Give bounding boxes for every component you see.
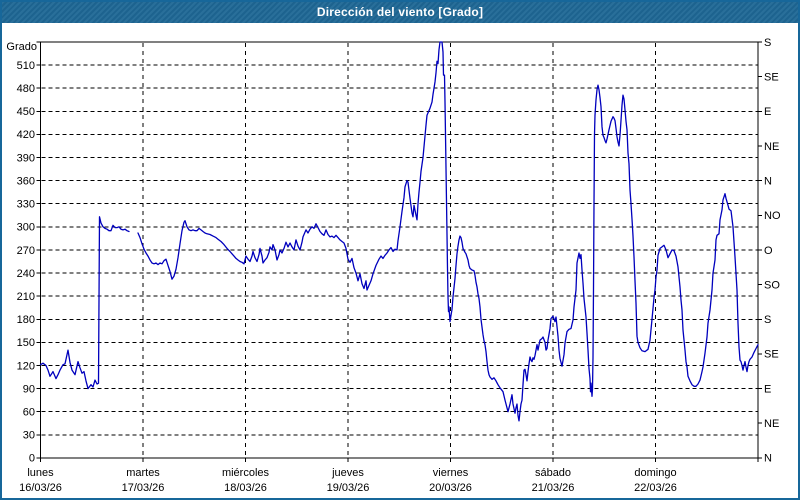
- y-axis-right-compass-label: N: [764, 175, 772, 187]
- y-axis-right-compass-label: SO: [764, 279, 780, 291]
- y-axis-right-compass-label: E: [764, 383, 771, 395]
- x-axis-date-label: 21/03/26: [532, 482, 575, 494]
- y-axis-left-tick-label: 420: [17, 129, 35, 141]
- title-bar: Dirección del viento [Grado]: [2, 2, 798, 23]
- y-axis-right-compass-label: S: [764, 314, 771, 326]
- y-axis-right-compass-label: N: [764, 453, 772, 465]
- x-axis-day-label: jueves: [331, 467, 364, 479]
- x-axis-day-label: sábado: [535, 467, 571, 479]
- x-axis-date-label: 18/03/26: [224, 482, 267, 494]
- y-axis-left-tick-label: 390: [17, 152, 35, 164]
- x-axis-day-label: martes: [126, 467, 160, 479]
- y-axis-left-tick-label: 150: [17, 337, 35, 349]
- x-axis-day-label: domingo: [634, 467, 676, 479]
- y-axis-left-tick-label: 0: [29, 453, 35, 465]
- y-axis-left-title: Grado: [6, 41, 37, 53]
- y-axis-left-tick-label: 300: [17, 222, 35, 234]
- y-axis-left-tick-label: 360: [17, 175, 35, 187]
- x-axis-date-label: 19/03/26: [327, 482, 370, 494]
- y-axis-left-tick-label: 60: [23, 406, 35, 418]
- y-axis-right-compass-label: S: [764, 37, 771, 49]
- x-axis-date-label: 22/03/26: [634, 482, 677, 494]
- y-axis-left-tick-label: 120: [17, 360, 35, 372]
- x-axis-date-label: 17/03/26: [122, 482, 165, 494]
- y-axis-left-tick-label: 30: [23, 430, 35, 442]
- window-title: Dirección del viento [Grado]: [316, 5, 484, 19]
- x-axis-date-label: 20/03/26: [429, 482, 472, 494]
- wind-direction-line: [137, 41, 759, 422]
- y-axis-left-tick-label: 480: [17, 83, 35, 95]
- y-axis-right-compass-label: E: [764, 106, 771, 118]
- y-axis-right-compass-label: O: [764, 245, 773, 257]
- y-axis-right-compass-label: SE: [764, 349, 779, 361]
- y-axis-left-tick-label: 510: [17, 60, 35, 72]
- x-axis-day-label: viernes: [433, 467, 469, 479]
- y-axis-left-tick-label: 270: [17, 245, 35, 257]
- y-axis-left-tick-label: 240: [17, 268, 35, 280]
- y-axis-right-compass-label: NO: [764, 210, 781, 222]
- x-axis-date-label: 16/03/26: [19, 482, 62, 494]
- y-axis-left-tick-label: 330: [17, 199, 35, 211]
- y-axis-left-tick-label: 90: [23, 383, 35, 395]
- x-axis-day-label: lunes: [27, 467, 54, 479]
- y-axis-left-tick-label: 210: [17, 291, 35, 303]
- y-axis-right-compass-label: SE: [764, 71, 779, 83]
- x-axis-day-label: miércoles: [222, 467, 270, 479]
- y-axis-left-tick-label: 450: [17, 106, 35, 118]
- y-axis-right-compass-label: NE: [764, 141, 779, 153]
- y-axis-left-tick-label: 180: [17, 314, 35, 326]
- wind-direction-line: [39, 216, 130, 390]
- y-axis-right-compass-label: NE: [764, 418, 779, 430]
